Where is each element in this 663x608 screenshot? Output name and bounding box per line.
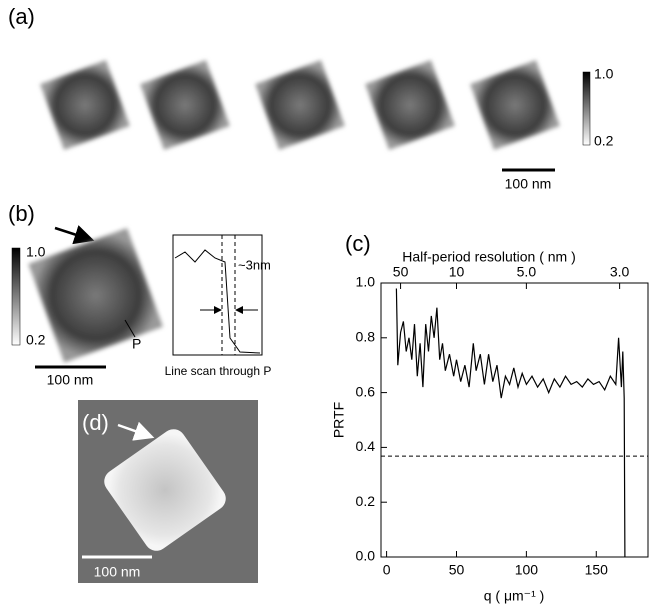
scale-label: 100 nm (505, 176, 552, 192)
prtf-line (396, 289, 625, 558)
colorbar (583, 72, 590, 145)
inset-caption: Line scan through P (165, 364, 272, 378)
colorbar-label: 0.2 (594, 133, 614, 149)
scale-label: 100 nm (47, 372, 94, 388)
scale-label: 100 nm (94, 564, 141, 580)
arrow (55, 228, 92, 240)
plot-frame (381, 283, 648, 557)
y-tick-label: 0.4 (356, 438, 376, 454)
x2-tick-label: 3.0 (610, 264, 630, 280)
y-tick-label: 0.6 (356, 383, 376, 399)
cube-image (365, 60, 455, 150)
x-tick-label: 50 (449, 562, 465, 578)
y-tick-label: 0.8 (356, 329, 376, 345)
x2-tick-label: 50 (393, 264, 409, 280)
x-tick-label: 0 (383, 562, 391, 578)
x2-tick-label: 10 (449, 264, 465, 280)
x2-axis-title: Half-period resolution ( nm ) (402, 249, 576, 265)
figure: (a) 1.0 0.2 100 nm (b) 1.0 0.2 P 100 nm … (0, 0, 663, 608)
x-tick-label: 150 (585, 562, 609, 578)
x-axis-title: q ( μm⁻¹ ) (484, 588, 545, 604)
panel-label: (d) (82, 410, 109, 435)
y-tick-label: 0.0 (356, 548, 376, 564)
cube-image (28, 228, 163, 363)
x-tick-label: 100 (515, 562, 539, 578)
colorbar-label: 0.2 (26, 332, 46, 348)
cube-image (140, 60, 230, 150)
y-tick-label: 1.0 (356, 274, 376, 290)
cube-image (40, 60, 130, 150)
panel-label: (c) (345, 231, 371, 256)
panel-label: (b) (8, 201, 35, 226)
point-label: P (132, 336, 141, 352)
colorbar-label: 1.0 (26, 244, 46, 260)
x2-tick-label: 5.0 (517, 264, 537, 280)
y-tick-label: 0.2 (356, 493, 376, 509)
panel-label: (a) (8, 4, 35, 29)
y-axis-title: PRTF (331, 402, 347, 438)
colorbar-label: 1.0 (594, 66, 614, 82)
cube-image (470, 60, 560, 150)
colorbar (12, 248, 20, 345)
cube-image (255, 60, 345, 150)
width-label: ~3nm (238, 257, 271, 272)
reconstructions (40, 60, 560, 150)
